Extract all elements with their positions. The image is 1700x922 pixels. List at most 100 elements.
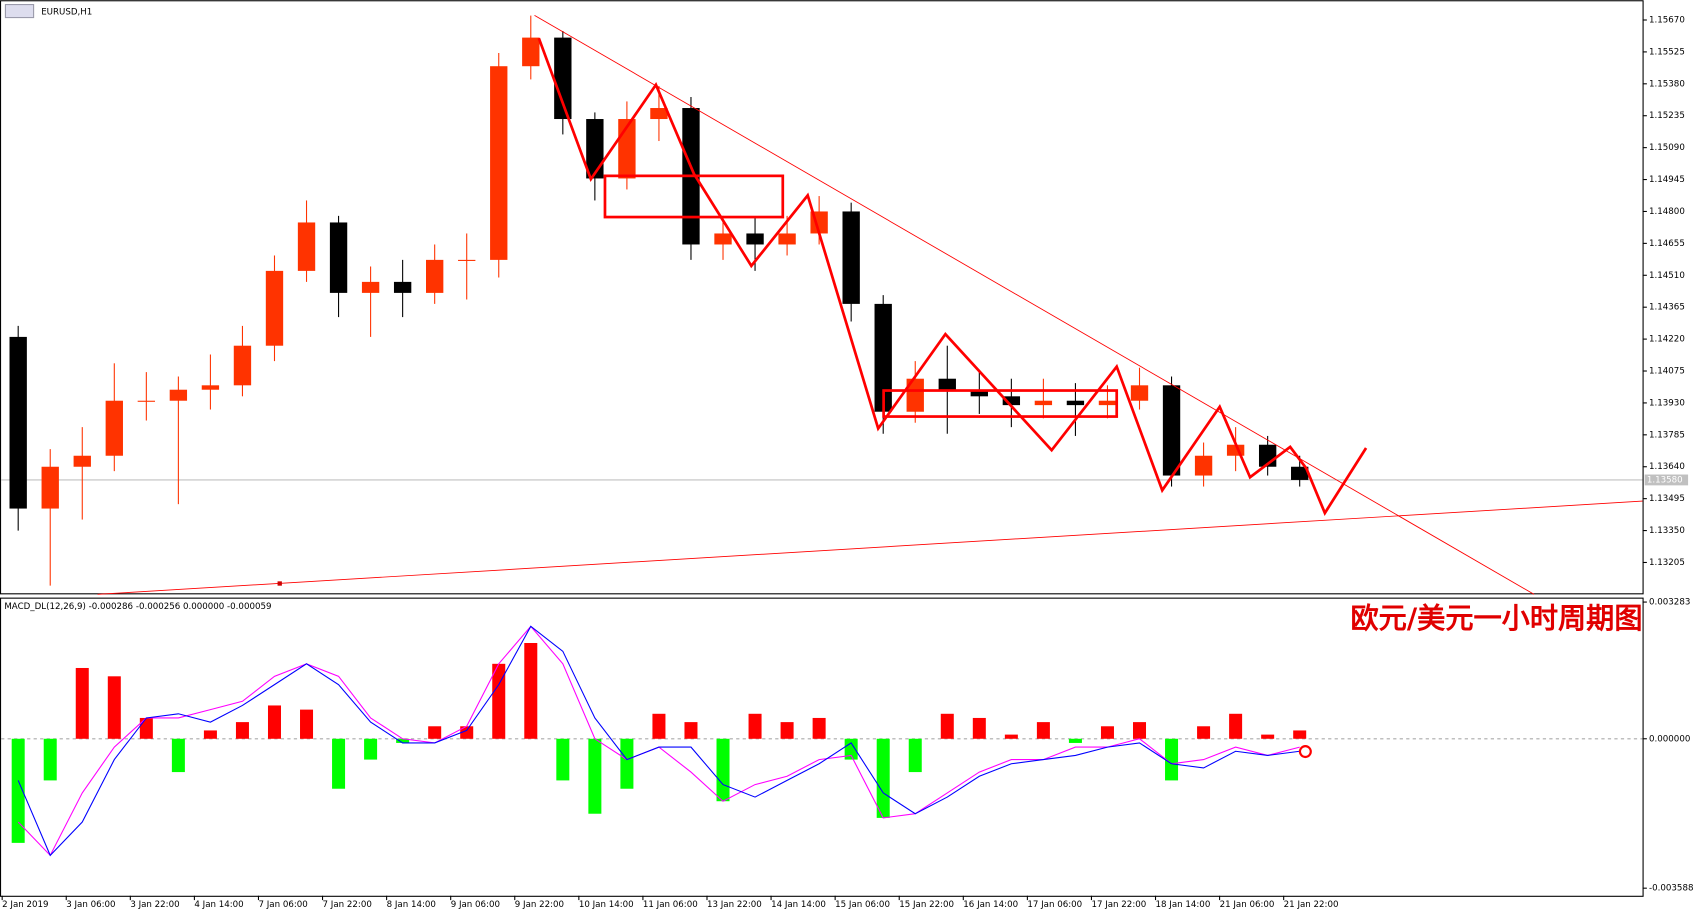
range-box — [882, 389, 1119, 418]
candle-body — [265, 270, 284, 346]
x-tick-label: 17 Jan 06:00 — [1027, 900, 1082, 910]
histogram-bar — [300, 709, 314, 739]
histogram-bar — [940, 713, 954, 739]
indicator-line — [17, 625, 1300, 857]
candle-body — [393, 281, 412, 293]
histogram-bar — [1004, 734, 1018, 739]
y-tick-label: 1.13205 — [1649, 558, 1685, 568]
y-tick-label: 0.000000 — [1649, 734, 1690, 744]
y-tick-label: 1.13640 — [1649, 462, 1685, 472]
current-price-label: 1.13580 — [1647, 475, 1683, 485]
candle-body — [329, 222, 348, 293]
candle-body — [41, 466, 59, 509]
candle-body — [1098, 400, 1117, 406]
histogram-bar — [107, 676, 121, 739]
x-tick-label: 3 Jan 22:00 — [130, 900, 179, 910]
histogram-bar — [684, 722, 698, 739]
histogram-bar — [1100, 726, 1114, 739]
current-price-tag — [1644, 474, 1689, 486]
histogram-bar — [396, 738, 410, 743]
x-tick-label: 18 Jan 14:00 — [1156, 900, 1211, 910]
y-tick-label: 1.13930 — [1649, 398, 1685, 408]
x-tick-label: 4 Jan 14:00 — [194, 900, 243, 910]
histogram-bar — [620, 738, 634, 789]
anchor-point — [277, 581, 282, 586]
histogram-bar — [812, 717, 826, 739]
wave-zigzag — [537, 37, 1368, 516]
candle-body — [458, 259, 476, 261]
candle-body — [105, 400, 123, 456]
candle-body — [1162, 385, 1181, 476]
histogram-bar — [652, 713, 666, 739]
x-tick-label: 21 Jan 22:00 — [1284, 900, 1339, 910]
histogram-bar — [556, 738, 570, 781]
y-tick-label: 1.13350 — [1649, 526, 1685, 536]
y-tick-label: 1.15380 — [1649, 79, 1685, 89]
histogram-bar — [1132, 722, 1147, 739]
drawings — [97, 15, 1643, 759]
symbol-label: EURUSD,H1 — [41, 8, 92, 18]
x-tick-label: 9 Jan 22:00 — [515, 900, 564, 910]
candle-body — [906, 378, 924, 412]
candle-body — [842, 211, 860, 304]
x-tick-label: 7 Jan 22:00 — [323, 900, 372, 910]
x-tick-label: 14 Jan 14:00 — [771, 900, 826, 910]
x-tick-label: 3 Jan 06:00 — [66, 900, 115, 910]
histogram-bar — [1165, 738, 1179, 781]
y-tick-label: 1.14655 — [1649, 239, 1685, 249]
x-tick-label: 7 Jan 06:00 — [258, 900, 307, 910]
histogram-bar — [171, 738, 185, 773]
candle-body — [233, 345, 252, 386]
candle-body — [1034, 400, 1053, 406]
histogram-bar — [1197, 726, 1211, 739]
candle-body — [201, 385, 220, 390]
annotation: 欧元/美元一小时周期图 — [1351, 602, 1643, 635]
x-tick-label: 9 Jan 06:00 — [451, 900, 500, 910]
candle-body — [586, 119, 604, 179]
histogram-bar — [428, 726, 442, 739]
histogram-bar — [75, 667, 89, 739]
y-tick-label: 1.14075 — [1649, 367, 1685, 377]
histogram-bar — [11, 738, 25, 843]
candle-body — [9, 336, 27, 509]
candle-body — [1002, 396, 1021, 406]
candle-body — [490, 66, 508, 260]
x-tick-label: 11 Jan 06:00 — [643, 900, 698, 910]
x-tick-label: 15 Jan 22:00 — [899, 900, 954, 910]
indicator-label: MACD_DL(12,26,9) -0.000286 -0.000256 0.0… — [4, 602, 271, 612]
histogram-bar — [972, 717, 986, 739]
histogram-bar — [1293, 730, 1307, 739]
y-tick-label: 1.14220 — [1649, 335, 1685, 345]
candle-body — [1226, 444, 1245, 456]
histogram-bar — [203, 730, 217, 739]
histogram-bar — [1229, 713, 1243, 739]
y-tick-label: 1.15235 — [1649, 111, 1685, 121]
histogram-bar — [524, 642, 538, 739]
histogram-bar — [844, 738, 858, 760]
candle-body — [874, 303, 892, 412]
y-tick-label: 1.13785 — [1649, 430, 1685, 440]
x-tick-label: 15 Jan 06:00 — [835, 900, 890, 910]
candle-body — [73, 455, 91, 467]
histogram-bar — [139, 717, 153, 739]
candle-body — [970, 389, 988, 397]
histogram-bar — [908, 738, 922, 773]
candle-body — [1066, 400, 1085, 406]
indicator-panel — [0, 597, 1644, 897]
candle-body — [1130, 385, 1149, 401]
histogram-bar — [492, 663, 506, 739]
x-tick-label: 16 Jan 14:00 — [963, 900, 1018, 910]
y-tick-label: 1.15670 — [1649, 15, 1685, 25]
histogram-bar — [748, 713, 762, 739]
candle-body — [137, 400, 156, 402]
x-tick-label: 8 Jan 14:00 — [387, 900, 436, 910]
candle-body — [361, 281, 380, 293]
histogram-bar — [588, 738, 602, 814]
x-tick-label: 21 Jan 06:00 — [1220, 900, 1275, 910]
candle-body — [650, 108, 668, 120]
x-tick-label: 2 Jan 2019 — [2, 900, 48, 910]
histogram-bar — [235, 722, 249, 739]
histogram-bar — [332, 738, 346, 789]
